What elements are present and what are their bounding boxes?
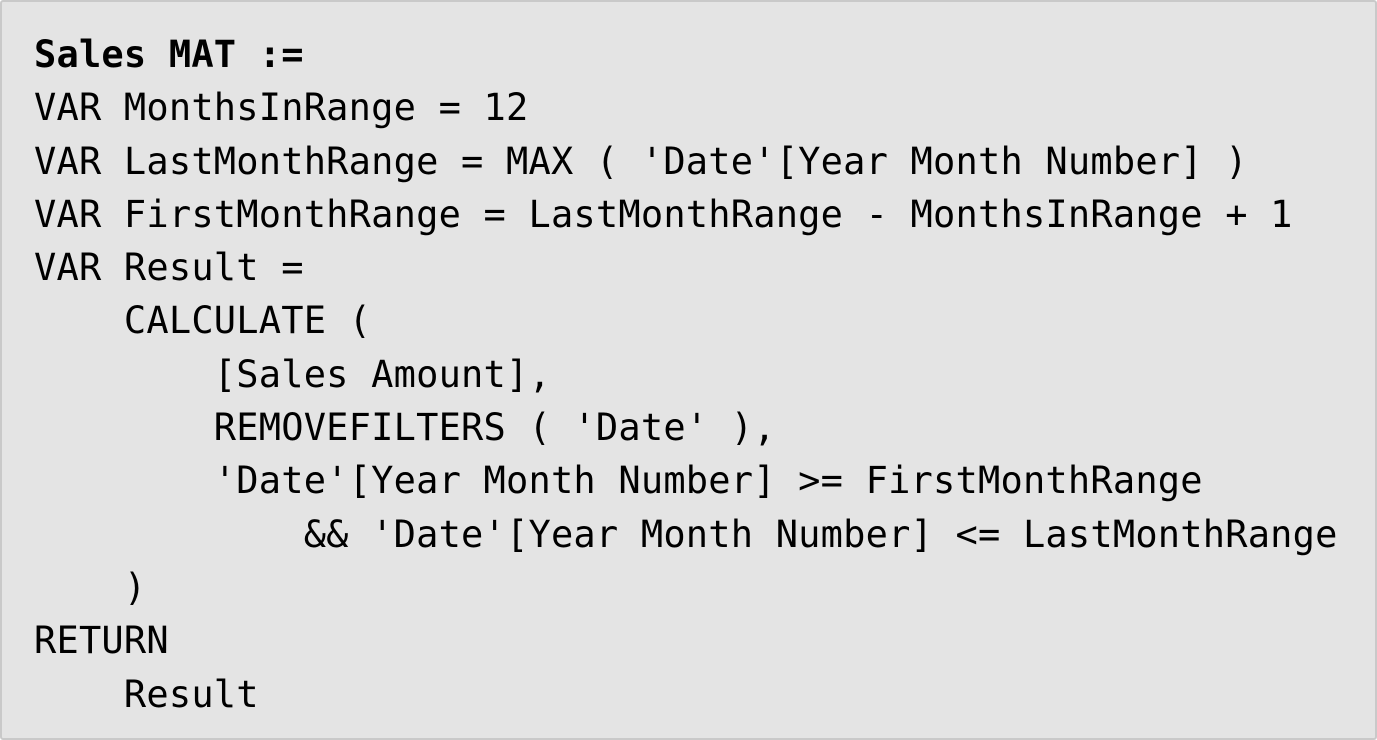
code-line: Result — [34, 672, 259, 716]
code-line: 'Date'[Year Month Number] >= FirstMonthR… — [34, 459, 1203, 503]
code-line: ) — [34, 565, 147, 609]
code-line: && 'Date'[Year Month Number] <= LastMont… — [34, 512, 1338, 556]
measure-header-line: Sales MAT := — [34, 33, 304, 76]
code-line: REMOVEFILTERS ( 'Date' ), — [34, 406, 776, 450]
code-line: VAR FirstMonthRange = LastMonthRange - M… — [34, 192, 1293, 236]
code-line: VAR LastMonthRange = MAX ( 'Date'[Year M… — [34, 139, 1248, 183]
code-line: VAR Result = — [34, 246, 304, 290]
code-line: RETURN — [34, 619, 169, 663]
code-line: VAR MonthsInRange = 12 — [34, 86, 529, 130]
code-line: CALCULATE ( — [34, 299, 372, 343]
code-line: [Sales Amount], — [34, 352, 551, 396]
code-lines: Sales MAT := VAR MonthsInRange = 12 VAR … — [34, 28, 1338, 721]
